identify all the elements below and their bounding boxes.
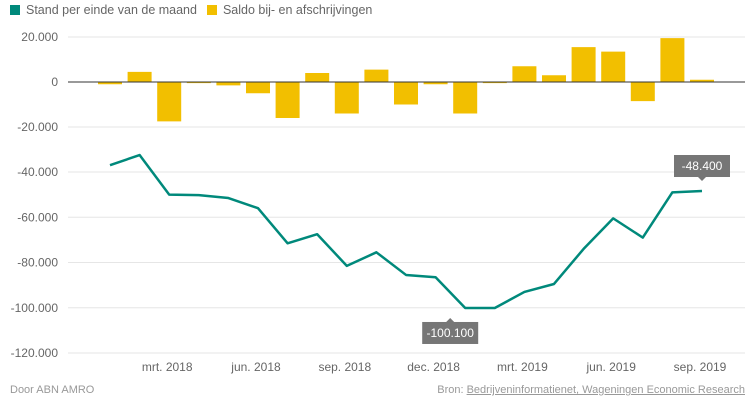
bar-ytick-label: -20.000 bbox=[17, 120, 58, 134]
data-label-text: -100.100 bbox=[427, 326, 475, 340]
data-label: -48.400 bbox=[674, 155, 730, 182]
x-tick-label: sep. 2019 bbox=[674, 360, 727, 374]
bar bbox=[246, 82, 270, 94]
bar bbox=[334, 82, 359, 114]
bar bbox=[601, 51, 626, 82]
legend-item-stand[interactable]: Stand per einde van de maand bbox=[10, 3, 197, 17]
bar bbox=[630, 82, 655, 102]
bar bbox=[305, 73, 330, 82]
x-tick-label: mrt. 2018 bbox=[142, 360, 193, 374]
source-link[interactable]: Bedrijveninformatienet, Wageningen Econo… bbox=[466, 384, 745, 396]
bar bbox=[512, 66, 537, 82]
data-label-pointer bbox=[698, 177, 706, 182]
line-ytick-label: -100.000 bbox=[11, 301, 59, 315]
data-label-text: -48.400 bbox=[682, 159, 723, 173]
bar bbox=[394, 82, 418, 105]
bar bbox=[364, 69, 389, 82]
legend: Stand per einde van de maand Saldo bij- … bbox=[10, 3, 382, 17]
legend-item-saldo[interactable]: Saldo bij- en afschrijvingen bbox=[206, 3, 373, 17]
legend-swatch-stand bbox=[10, 5, 20, 15]
bar bbox=[216, 82, 241, 86]
bar bbox=[127, 71, 152, 82]
bar bbox=[571, 47, 596, 82]
line-series bbox=[109, 153, 703, 310]
bar bbox=[690, 79, 714, 82]
bar bbox=[186, 82, 211, 84]
bar bbox=[275, 82, 300, 118]
bar-ytick-label: 0 bbox=[51, 75, 58, 89]
x-tick-label: dec. 2018 bbox=[407, 360, 460, 374]
line-ytick-label: -80.000 bbox=[17, 256, 58, 270]
bar bbox=[542, 75, 566, 82]
line-ytick-label: -60.000 bbox=[17, 210, 58, 224]
bar bbox=[660, 38, 685, 82]
x-tick-label: mrt. 2019 bbox=[497, 360, 548, 374]
source: Bron: Bedrijveninformatienet, Wageningen… bbox=[437, 384, 745, 396]
data-label: -100.100 bbox=[422, 317, 479, 344]
bar bbox=[453, 82, 478, 114]
legend-label-stand: Stand per einde van de maand bbox=[26, 3, 197, 17]
source-label: Bron: bbox=[437, 384, 464, 396]
legend-label-saldo: Saldo bij- en afschrijvingen bbox=[222, 3, 373, 17]
x-tick-label: jun. 2019 bbox=[586, 360, 637, 374]
bar bbox=[98, 82, 122, 85]
bar bbox=[482, 82, 507, 84]
legend-swatch-saldo bbox=[206, 5, 217, 15]
x-tick-label: sep. 2018 bbox=[318, 360, 371, 374]
line-ytick-label: -120.000 bbox=[11, 346, 59, 360]
bar bbox=[423, 82, 448, 85]
data-label-pointer bbox=[446, 317, 455, 322]
x-tick-label: jun. 2018 bbox=[230, 360, 281, 374]
bar-ytick-label: 20.000 bbox=[21, 30, 58, 44]
line-ytick-label: -40.000 bbox=[17, 165, 58, 179]
data-label-box bbox=[674, 155, 730, 178]
bar bbox=[157, 82, 182, 122]
data-label-box bbox=[422, 321, 479, 344]
credit: Door ABN AMRO bbox=[10, 384, 95, 396]
